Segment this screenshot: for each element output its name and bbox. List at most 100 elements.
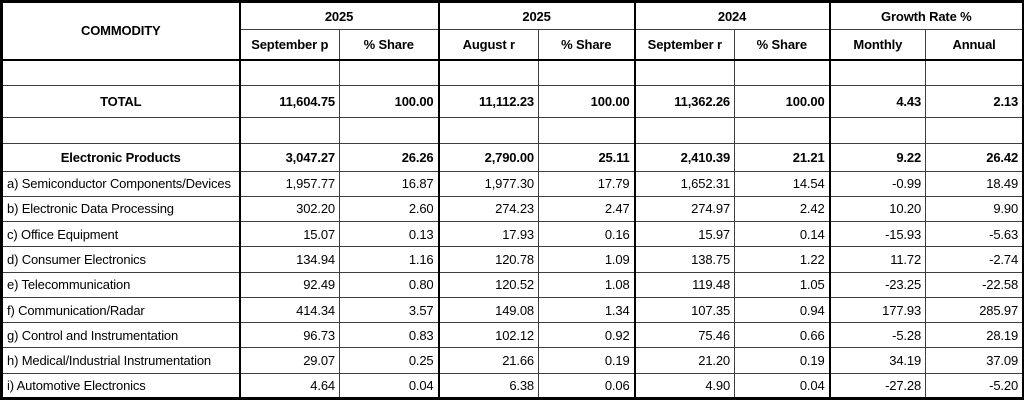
value-cell: 1,957.77 [238,170,340,197]
value-cell: -5.63 [925,221,1024,247]
column-header-share-3: % Share [734,29,830,61]
value-cell: 107.35 [633,296,735,323]
value-cell [734,58,830,86]
table-row: d) Consumer Electronics 134.94 1.16 120.78 1… [1,246,1024,273]
value-cell: 15.97 [633,221,735,247]
value-cell [828,58,926,86]
value-cell: 21.20 [633,347,735,374]
table-row: f) Communication/Radar 414.34 3.57 149.08 1.… [1,296,1024,323]
table-row: g) Control and Instrumentation 96.73 0.83 1… [1,322,1024,348]
table-row: b) Electronic Data Processing 302.20 2.60 2… [1,195,1024,222]
table-row: c) Office Equipment 15.07 0.13 17.93 0.16 15.… [1,221,1024,247]
value-cell: 9.22 [828,143,926,172]
value-cell: 2.60 [338,195,439,222]
value-cell: 138.75 [633,246,735,273]
value-cell [238,58,340,86]
value-cell: 134.94 [238,246,340,273]
header-row-months: September p % Share August r % Share Sep… [2,29,1024,61]
column-group-2025-august: 2025 [437,1,635,30]
value-cell: 4.64 [238,372,340,399]
value-cell: 25.11 [538,143,635,172]
value-cell [338,58,439,86]
value-cell [925,58,1024,86]
value-cell [538,116,635,144]
value-cell: -0.99 [828,170,926,197]
value-cell: 28.19 [925,322,1024,348]
value-cell: 96.73 [238,322,340,348]
value-cell: 0.66 [734,322,830,348]
commodity-cell [1,116,240,144]
value-cell: 2,410.39 [633,143,735,172]
value-cell: 100.00 [734,85,830,118]
value-cell: 100.00 [538,85,635,118]
column-header-september-r: September r [633,29,735,61]
value-cell: 21.66 [437,347,539,374]
value-cell: 2.42 [734,195,830,222]
value-cell: 1.09 [538,246,635,273]
value-cell: 0.83 [338,322,439,348]
commodity-cell: i) Automotive Electronics [1,372,240,399]
value-cell: 75.46 [633,322,735,348]
column-group-2024-september: 2024 [633,1,830,30]
value-cell: 119.48 [633,271,735,298]
value-cell: -22.58 [925,271,1024,298]
value-cell: 1.16 [338,246,439,273]
value-cell: 4.90 [633,372,735,399]
value-cell: 120.78 [437,246,539,273]
value-cell: 0.04 [338,372,439,399]
value-cell: 149.08 [437,296,539,323]
value-cell: 274.23 [437,195,539,222]
value-cell: 37.09 [925,347,1024,374]
value-cell: -5.28 [828,322,926,348]
value-cell: 11,362.26 [633,85,735,118]
value-cell: 0.19 [734,347,830,374]
commodity-cell: b) Electronic Data Processing [1,195,240,222]
value-cell: 11.72 [828,246,926,273]
value-cell: 17.79 [538,170,635,197]
header-row-years: COMMODITY 2025 2025 2024 Growth Rate % [1,1,1024,61]
value-cell [925,116,1024,144]
value-cell: 177.93 [828,296,926,323]
commodity-cell: c) Office Equipment [1,221,240,247]
commodity-cell: a) Semiconductor Components/Devices [1,170,240,197]
value-cell: 120.52 [437,271,539,298]
value-cell [437,58,539,86]
value-cell: 6.38 [437,372,539,399]
commodity-cell: TOTAL [1,85,240,118]
value-cell: -5.20 [925,372,1024,399]
value-cell: 16.87 [338,170,439,197]
value-cell: 9.90 [925,195,1024,222]
value-cell: 2.47 [538,195,635,222]
value-cell: 1.08 [538,271,635,298]
value-cell: 102.12 [437,322,539,348]
value-cell [633,116,735,144]
table-row: i) Automotive Electronics 4.64 0.04 6.38 0.0… [1,372,1024,399]
value-cell: 0.25 [338,347,439,374]
table-row: TOTAL 11,604.75 100.00 11,112.23 100.00 11,36… [1,85,1024,118]
column-header-commodity: COMMODITY [1,1,240,61]
value-cell: 1.34 [538,296,635,323]
value-cell: 10.20 [828,195,926,222]
value-cell: -2.74 [925,246,1024,273]
value-cell: 0.13 [338,221,439,247]
commodity-cell: h) Medical/Industrial Instrumentation [1,347,240,374]
value-cell: -27.28 [828,372,926,399]
value-cell: 0.04 [734,372,830,399]
value-cell: 0.19 [538,347,635,374]
value-cell: 3.57 [338,296,439,323]
value-cell: 26.42 [925,143,1024,172]
spacer-row [1,116,1024,144]
value-cell: 14.54 [734,170,830,197]
value-cell [828,116,926,144]
value-cell: -23.25 [828,271,926,298]
value-cell: 274.97 [633,195,735,222]
value-cell: 34.19 [828,347,926,374]
commodity-cell: f) Communication/Radar [1,296,240,323]
value-cell [734,116,830,144]
value-cell: 1,977.30 [437,170,539,197]
column-group-2025-september: 2025 [238,1,439,30]
value-cell [538,58,635,86]
column-header-share-1: % Share [338,29,439,61]
